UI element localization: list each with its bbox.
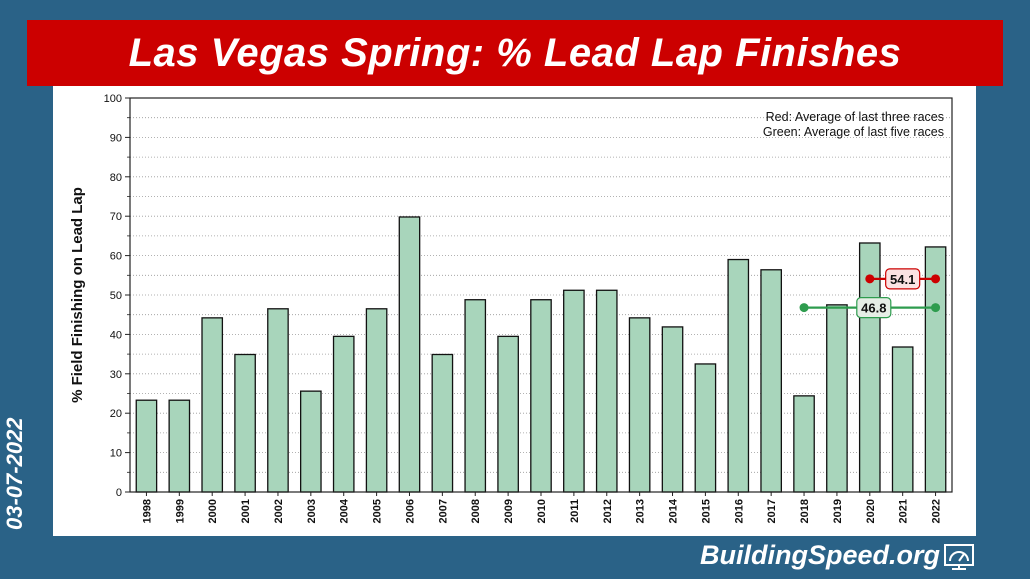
y-tick-label: 60 bbox=[110, 251, 122, 263]
x-tick-label: 1998 bbox=[141, 499, 153, 523]
x-tick-label: 2018 bbox=[799, 499, 811, 523]
y-tick-label: 30 bbox=[110, 369, 122, 381]
bar bbox=[431, 353, 454, 493]
bar bbox=[891, 346, 914, 493]
bar bbox=[760, 269, 783, 493]
bar bbox=[595, 289, 618, 493]
bar bbox=[793, 395, 815, 493]
red-average-box bbox=[885, 268, 921, 290]
green-average-label: 46.8 bbox=[861, 301, 886, 316]
bar bbox=[299, 390, 322, 493]
y-axis-label: % Field Finishing on Lead Lap bbox=[69, 187, 86, 403]
red-average-point bbox=[931, 274, 941, 284]
x-tick-label: 2010 bbox=[536, 499, 548, 523]
bar bbox=[727, 258, 750, 493]
bar bbox=[365, 308, 388, 493]
y-tick-label: 100 bbox=[104, 93, 122, 105]
x-tick-label: 2019 bbox=[832, 499, 844, 523]
x-tick-label: 2021 bbox=[898, 499, 910, 523]
bar bbox=[563, 289, 585, 493]
bar bbox=[464, 299, 487, 493]
y-tick-label: 80 bbox=[110, 172, 122, 184]
x-tick-label: 2011 bbox=[569, 499, 581, 523]
x-tick-label: 2004 bbox=[339, 498, 351, 523]
green-average-point bbox=[931, 303, 941, 313]
x-tick-label: 2005 bbox=[372, 499, 384, 523]
bar bbox=[924, 246, 947, 493]
red-average-point bbox=[865, 274, 875, 284]
y-tick-label: 20 bbox=[110, 408, 122, 420]
x-tick-label: 1999 bbox=[174, 499, 186, 523]
bar bbox=[694, 363, 717, 493]
green-average-point bbox=[799, 303, 809, 313]
x-tick-label: 2016 bbox=[733, 499, 745, 523]
x-tick-label: 2020 bbox=[865, 499, 877, 523]
x-tick-label: 2000 bbox=[207, 499, 219, 523]
y-tick-label: 0 bbox=[116, 487, 122, 499]
bar bbox=[530, 299, 552, 493]
bar bbox=[234, 353, 256, 493]
y-tick-label: 70 bbox=[110, 211, 122, 223]
x-tick-label: 2022 bbox=[931, 499, 943, 523]
x-tick-label: 2014 bbox=[668, 498, 680, 523]
legend-entry: Green: Average of last five races bbox=[763, 125, 944, 139]
bar bbox=[826, 304, 848, 493]
bar bbox=[168, 399, 191, 493]
bar bbox=[398, 216, 421, 493]
x-tick-label: 2009 bbox=[503, 499, 515, 523]
bar bbox=[267, 308, 289, 493]
y-tick-label: 40 bbox=[110, 329, 122, 341]
x-tick-label: 2017 bbox=[766, 499, 778, 523]
y-tick-label: 10 bbox=[110, 448, 122, 460]
title-banner: Las Vegas Spring: % Lead Lap Finishes bbox=[27, 20, 1003, 86]
x-tick-label: 2015 bbox=[700, 499, 712, 523]
y-tick-label: 90 bbox=[110, 132, 122, 144]
x-tick-label: 2013 bbox=[635, 499, 647, 523]
bar bbox=[628, 317, 651, 493]
x-tick-label: 2003 bbox=[306, 499, 318, 523]
x-tick-label: 2002 bbox=[273, 499, 285, 523]
red-average-label: 54.1 bbox=[890, 272, 915, 287]
x-tick-label: 2001 bbox=[240, 499, 252, 523]
x-tick-label: 2008 bbox=[470, 499, 482, 523]
bar bbox=[497, 335, 519, 493]
y-tick-label: 50 bbox=[110, 290, 122, 302]
x-tick-label: 2012 bbox=[602, 499, 614, 523]
bar bbox=[332, 335, 355, 493]
bar bbox=[201, 317, 224, 493]
chart-title: Las Vegas Spring: % Lead Lap Finishes bbox=[128, 30, 902, 75]
brand-label: BuildingSpeed.org bbox=[700, 540, 940, 570]
green-average-box bbox=[856, 297, 892, 319]
bar bbox=[135, 399, 158, 493]
speedometer-icon bbox=[944, 544, 974, 570]
x-tick-label: 2006 bbox=[404, 499, 416, 523]
legend-entry: Red: Average of last three races bbox=[766, 110, 944, 124]
bar bbox=[661, 326, 684, 493]
x-tick-label: 2007 bbox=[437, 499, 449, 523]
